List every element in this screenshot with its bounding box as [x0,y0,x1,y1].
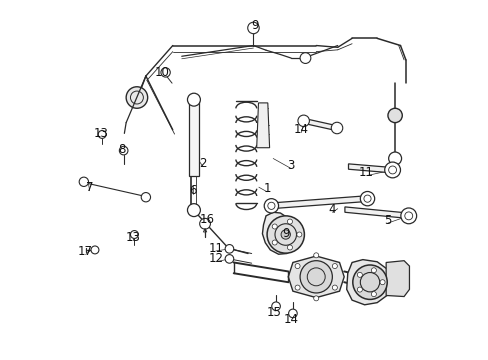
Polygon shape [344,207,407,219]
Circle shape [313,296,318,301]
Circle shape [352,265,386,300]
Circle shape [300,261,332,293]
Text: 13: 13 [125,231,141,244]
Circle shape [187,93,200,106]
Circle shape [264,199,278,213]
Circle shape [288,309,297,318]
Circle shape [384,162,400,178]
Polygon shape [303,118,335,131]
Polygon shape [287,256,344,298]
Text: 8: 8 [118,143,125,156]
Text: 2: 2 [199,157,206,170]
Circle shape [313,253,318,258]
Circle shape [296,232,301,237]
Text: 7: 7 [86,181,93,194]
Polygon shape [262,212,301,254]
Circle shape [294,285,300,290]
Text: 4: 4 [328,203,335,216]
Circle shape [370,292,376,297]
Circle shape [199,219,210,229]
Circle shape [297,115,309,127]
Text: 11: 11 [208,242,223,255]
Circle shape [300,53,310,63]
Circle shape [387,108,402,123]
Polygon shape [346,260,390,305]
Polygon shape [256,103,269,148]
Text: 11: 11 [358,166,373,179]
Circle shape [91,246,99,254]
Circle shape [330,122,342,134]
Polygon shape [188,101,199,176]
Circle shape [187,204,200,217]
Circle shape [357,272,362,277]
Circle shape [224,255,233,263]
Circle shape [98,131,106,138]
Circle shape [360,192,374,206]
Circle shape [119,146,128,155]
Text: 10: 10 [154,66,169,79]
Circle shape [272,240,277,245]
Text: 12: 12 [208,252,223,265]
Circle shape [266,216,304,253]
Circle shape [370,268,376,273]
Circle shape [271,302,280,311]
Text: 6: 6 [188,184,196,197]
Circle shape [287,219,292,224]
Text: 15: 15 [266,306,281,319]
Circle shape [224,244,233,253]
Text: 14: 14 [293,123,308,136]
Circle shape [272,224,277,229]
Text: 14: 14 [283,313,298,327]
Text: 1: 1 [263,183,270,195]
Circle shape [287,245,292,250]
Circle shape [79,177,88,186]
Circle shape [161,68,170,77]
Text: 17: 17 [78,245,93,258]
Circle shape [294,264,300,269]
Polygon shape [348,164,391,173]
Circle shape [379,280,384,285]
Circle shape [281,230,290,239]
Circle shape [400,208,416,224]
Circle shape [141,193,150,202]
Circle shape [126,87,147,108]
Circle shape [388,152,401,165]
Text: 5: 5 [384,214,391,227]
Polygon shape [386,261,408,297]
Text: 16: 16 [199,213,214,226]
Circle shape [130,230,138,238]
Circle shape [247,22,259,34]
Text: 3: 3 [287,159,294,172]
Text: 9: 9 [282,227,289,240]
Text: 13: 13 [93,127,108,140]
Text: 9: 9 [251,19,259,32]
Polygon shape [271,196,366,209]
Circle shape [332,264,337,269]
Circle shape [357,287,362,292]
Circle shape [332,285,337,290]
